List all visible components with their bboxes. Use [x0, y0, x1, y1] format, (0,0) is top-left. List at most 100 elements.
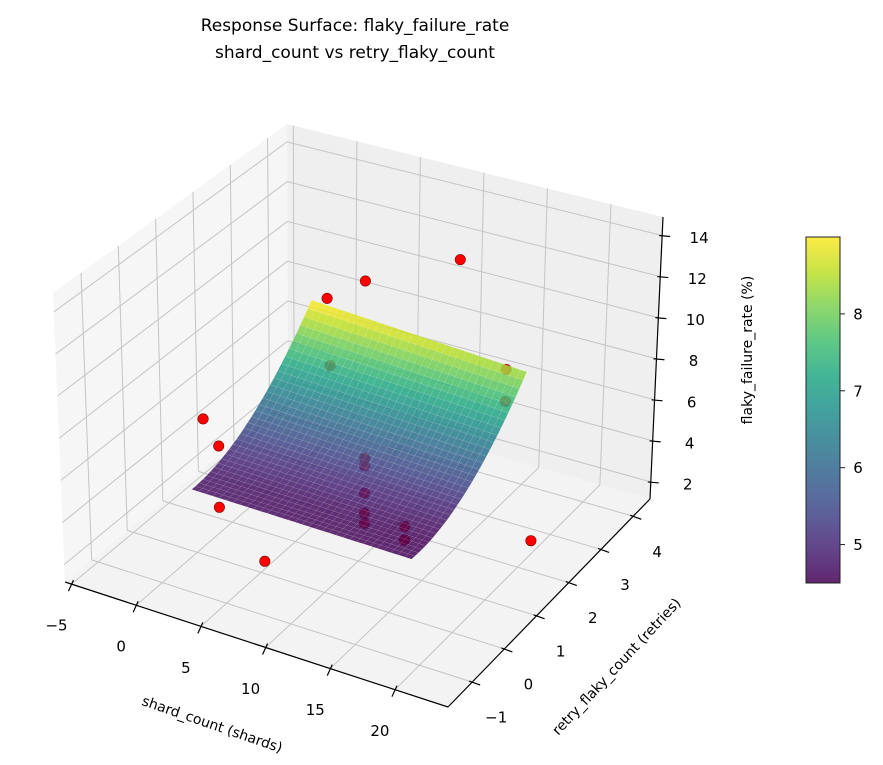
z-tick-label: 14 — [690, 229, 709, 247]
y-axis-label: retry_flaky_count (retries) — [549, 595, 684, 738]
y-tick — [565, 581, 578, 587]
colorbar-tick-label: 8 — [853, 305, 863, 323]
x-tick — [391, 685, 398, 697]
z-tick-label: 8 — [689, 352, 699, 370]
gridline-y — [80, 272, 93, 560]
gridline-z — [63, 380, 289, 565]
chart-subtitle: shard_count vs retry_flaky_count — [215, 43, 495, 63]
z-tick — [649, 440, 661, 443]
y-tick-label: 1 — [556, 642, 566, 660]
z-axis-line — [649, 216, 664, 500]
data-point — [525, 535, 537, 547]
x-tick — [262, 643, 269, 655]
z-tick — [655, 317, 667, 320]
gridline-z — [287, 181, 661, 278]
gridline-x — [329, 467, 540, 669]
colorbar-tick-label: 7 — [853, 382, 863, 400]
y-tick — [468, 680, 481, 686]
z-tick — [653, 358, 665, 361]
y-tick — [501, 647, 513, 653]
gridline-y — [229, 164, 235, 442]
surface-facet — [429, 526, 441, 534]
gridline-y — [127, 529, 505, 650]
y-tick-label: −1 — [485, 709, 507, 727]
y-tick — [630, 514, 642, 520]
data-point — [321, 292, 333, 304]
x-tick-label: 0 — [116, 638, 126, 656]
gridline-z — [62, 340, 289, 523]
gridline-x — [599, 204, 612, 485]
x-axis-label: shard_count (shards) — [140, 693, 285, 756]
y-tick — [533, 614, 545, 620]
surface-facet — [472, 460, 484, 470]
x-tick-label: 20 — [370, 722, 389, 740]
z-tick — [657, 275, 669, 279]
x-tick-label: 10 — [241, 680, 260, 698]
x-axis-line — [64, 581, 449, 708]
surface-facet — [497, 410, 509, 421]
gridline-x — [538, 188, 548, 468]
colorbar-tick-label: 5 — [853, 536, 863, 554]
surface-facet — [404, 553, 416, 560]
x-tick — [326, 664, 333, 676]
y-tick-label: 0 — [524, 675, 534, 693]
gridline-y — [267, 138, 271, 413]
x-tick-label: 15 — [306, 701, 325, 719]
gridline-y — [91, 559, 473, 683]
surface-facet — [516, 369, 528, 381]
gridline-z — [287, 220, 659, 319]
response-surface — [191, 299, 528, 560]
colorbar-gradient — [805, 236, 841, 584]
x-tick — [197, 622, 204, 634]
gridline-z — [60, 300, 288, 481]
gridline-z — [56, 221, 288, 397]
surface-facet — [501, 402, 513, 414]
z-tick-label: 4 — [685, 434, 695, 452]
data-point — [213, 440, 225, 452]
chart-title: Response Surface: flaky_failure_rate — [201, 16, 510, 36]
z-tick — [647, 481, 659, 484]
y-tick-label: 2 — [588, 609, 598, 627]
y-tick-label: 3 — [620, 576, 630, 594]
data-point — [454, 254, 466, 266]
z-axis-label: flaky_failure_rate (%) — [740, 276, 756, 425]
z-tick — [659, 234, 671, 238]
surface-facet — [425, 531, 437, 539]
z-tick-label: 12 — [688, 270, 707, 288]
colorbar: 5 6 7 8 — [805, 236, 863, 584]
x-tick — [132, 600, 139, 613]
colorbar-tick-label: 6 — [853, 459, 863, 477]
y-axis-line — [447, 498, 651, 708]
data-point — [197, 413, 209, 425]
x-tick — [67, 579, 75, 592]
x-tick-label: −5 — [45, 617, 67, 635]
gridline-z — [53, 141, 288, 313]
gridline-y — [162, 500, 537, 617]
left-pane — [53, 124, 288, 582]
surface-facet — [461, 479, 473, 489]
gridline-z — [287, 260, 657, 360]
y-tick-label: 4 — [652, 543, 662, 561]
gridline-y — [117, 245, 128, 531]
gridline-x — [394, 484, 601, 691]
x-tick-label: 5 — [181, 659, 191, 677]
data-point — [259, 555, 271, 567]
z-tick-label: 10 — [686, 311, 705, 329]
gridline-y — [192, 191, 199, 472]
y-tick — [597, 547, 610, 553]
surface-facet — [418, 539, 430, 546]
gridline-z — [55, 181, 288, 355]
scatter-visible — [197, 275, 537, 567]
surface-facet — [454, 491, 466, 500]
gridline-z — [58, 260, 288, 439]
surface-facet — [414, 543, 426, 550]
surface-facet — [483, 440, 494, 450]
z-tick-label: 6 — [687, 393, 697, 411]
data-point — [359, 275, 371, 287]
surface-facet — [468, 467, 480, 477]
z-tick — [651, 399, 663, 402]
z-tick-label: 2 — [683, 476, 693, 494]
surface-facet — [450, 496, 462, 506]
